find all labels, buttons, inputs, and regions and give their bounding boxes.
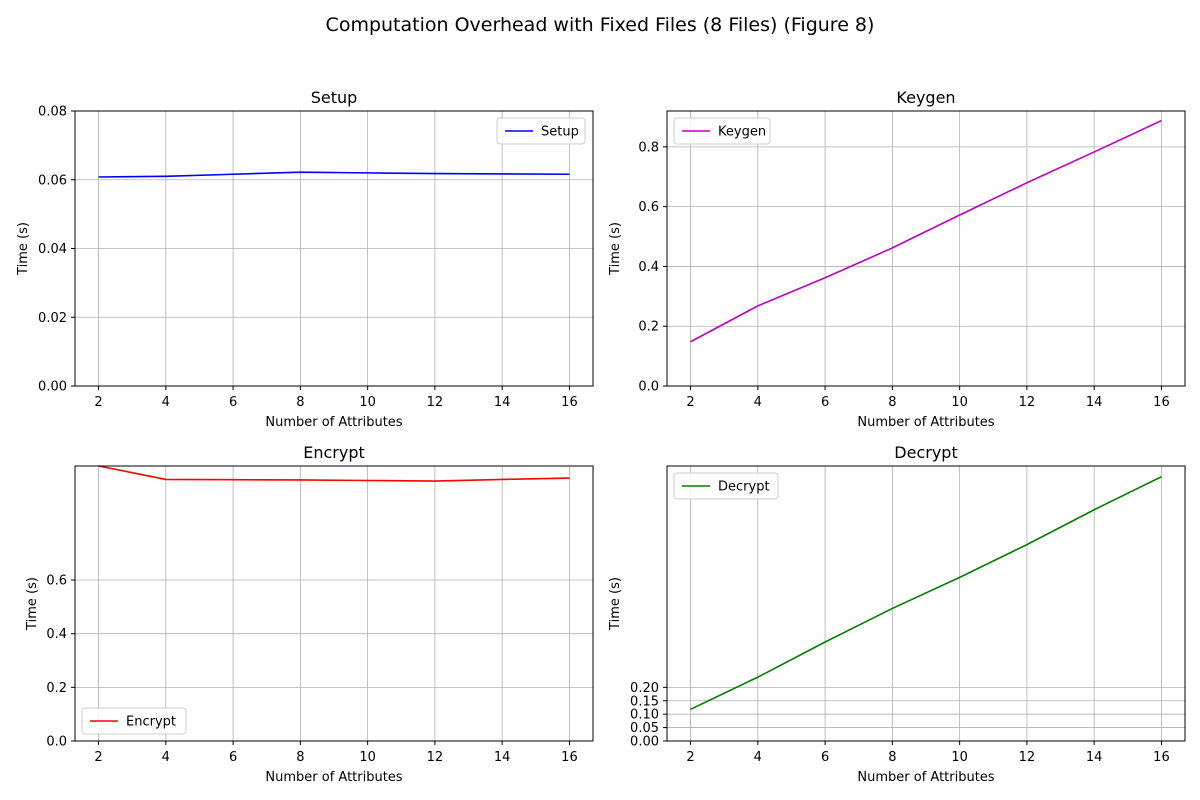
legend: Encrypt <box>81 707 187 735</box>
x-tick-label: 2 <box>94 750 102 765</box>
series-line-decrypt <box>690 476 1162 711</box>
y-tick-label: 0.15 <box>630 694 659 709</box>
subplots: 2 4 6 8 10 12 14 160.000.020.040.060.08SetupNum… <box>16 88 1186 785</box>
x-tick-label: 12 <box>427 395 444 410</box>
y-axis-label: Time (s) <box>16 222 31 276</box>
subplot-encrypt: 2 4 6 8 10 12 14 16 0.0 0.2 0.4 0.6 Encrypt Number of… <box>25 443 594 785</box>
y-tick-label: 0.2 <box>638 320 659 335</box>
y-tick-label: 0.05 <box>630 721 659 736</box>
y-tick-label: 0.00 <box>38 380 67 395</box>
y-tick-label: 0.0 <box>638 380 659 395</box>
x-tick-label: 2 <box>94 395 102 410</box>
x-tick-label: 10 <box>359 395 376 410</box>
subplot-title: Encrypt <box>303 443 365 462</box>
y-tick-label: 0.10 <box>630 708 659 723</box>
x-axis-label: Number of Attributes <box>857 415 994 430</box>
series-line-setup <box>98 171 570 178</box>
subplot-title: Decrypt <box>894 443 957 462</box>
x-tick-label: 4 <box>754 750 762 765</box>
x-tick-label: 6 <box>821 750 829 765</box>
y-tick-label: 0.8 <box>638 140 659 155</box>
x-tick-label: 2 <box>686 395 694 410</box>
y-axis-label: Time (s) <box>608 577 623 631</box>
y-tick-label: 0.2 <box>46 681 67 696</box>
x-tick-label: 6 <box>229 395 237 410</box>
x-tick-label: 8 <box>296 750 304 765</box>
x-tick-label: 10 <box>951 395 968 410</box>
x-tick-label: 12 <box>1019 750 1036 765</box>
x-tick-label: 10 <box>951 750 968 765</box>
y-tick-label: 0.4 <box>46 627 67 642</box>
y-tick-label: 0.00 <box>630 735 659 750</box>
x-tick-label: 10 <box>359 750 376 765</box>
subplot-keygen: 2 4 6 8 10 12 14 16 0.0 0.2 0.4 0.6 0.8 Keygen Number … <box>608 88 1186 430</box>
x-tick-label: 6 <box>821 395 829 410</box>
x-tick-label: 12 <box>1019 395 1036 410</box>
series-line-keygen <box>690 119 1162 343</box>
x-tick-label: 4 <box>162 395 170 410</box>
x-axis-label: Number of Attributes <box>265 415 402 430</box>
subplot-decrypt: 2 4 6 8 10 12 14 16 0.000.050.100.150.20 Decrypt N… <box>608 443 1186 785</box>
series-line-encrypt <box>98 465 570 482</box>
legend-label: Decrypt <box>718 480 770 495</box>
y-tick-label: 0.20 <box>630 681 659 696</box>
x-tick-label: 16 <box>1153 395 1170 410</box>
axes-frame <box>666 465 1186 742</box>
subplot-title: Keygen <box>896 88 955 107</box>
legend-label: Keygen <box>718 125 766 140</box>
legend-label: Encrypt <box>126 715 176 730</box>
x-tick-label: 16 <box>1153 750 1170 765</box>
axes-frame <box>74 110 594 387</box>
x-tick-label: 6 <box>229 750 237 765</box>
x-tick-label: 4 <box>754 395 762 410</box>
y-tick-label: 0.4 <box>638 260 659 275</box>
x-axis-label: Number of Attributes <box>857 770 994 785</box>
y-tick-label: 0.0 <box>46 735 67 750</box>
x-tick-label: 2 <box>686 750 694 765</box>
y-tick-label: 0.6 <box>46 574 67 589</box>
y-tick-label: 0.04 <box>38 242 67 257</box>
x-tick-label: 16 <box>561 750 578 765</box>
legend: Keygen <box>673 117 771 145</box>
y-tick-label: 0.06 <box>38 173 67 188</box>
legend: Setup <box>496 117 586 145</box>
legend-box <box>496 117 586 145</box>
x-tick-label: 8 <box>888 395 896 410</box>
x-tick-label: 14 <box>494 750 511 765</box>
legend-box <box>673 117 771 145</box>
x-tick-label: 4 <box>162 750 170 765</box>
legend-box <box>81 707 187 735</box>
x-tick-label: 12 <box>427 750 444 765</box>
y-axis-label: Time (s) <box>25 577 40 631</box>
legend: Decrypt <box>673 472 779 500</box>
subplot-setup: 2 4 6 8 10 12 14 16 0.00 0.02 0.04 0.06 0.08 Setup Num… <box>16 88 594 430</box>
x-tick-label: 14 <box>1086 395 1103 410</box>
x-tick-label: 14 <box>1086 750 1103 765</box>
x-tick-label: 8 <box>888 750 896 765</box>
legend-label: Setup <box>541 125 579 140</box>
subplot-title: Setup <box>311 88 358 107</box>
axes-frame <box>666 110 1186 387</box>
x-tick-label: 8 <box>296 395 304 410</box>
figure-title: Computation Overhead with Fixed Files (8… <box>326 14 875 36</box>
legend-box <box>673 472 779 500</box>
y-tick-label: 0.6 <box>638 200 659 215</box>
x-axis-label: Number of Attributes <box>265 770 402 785</box>
y-tick-label: 0.02 <box>38 311 67 326</box>
x-tick-label: 16 <box>561 395 578 410</box>
y-axis-label: Time (s) <box>608 222 623 276</box>
axes-frame <box>74 465 594 742</box>
y-tick-label: 0.08 <box>38 105 67 120</box>
x-tick-label: 14 <box>494 395 511 410</box>
